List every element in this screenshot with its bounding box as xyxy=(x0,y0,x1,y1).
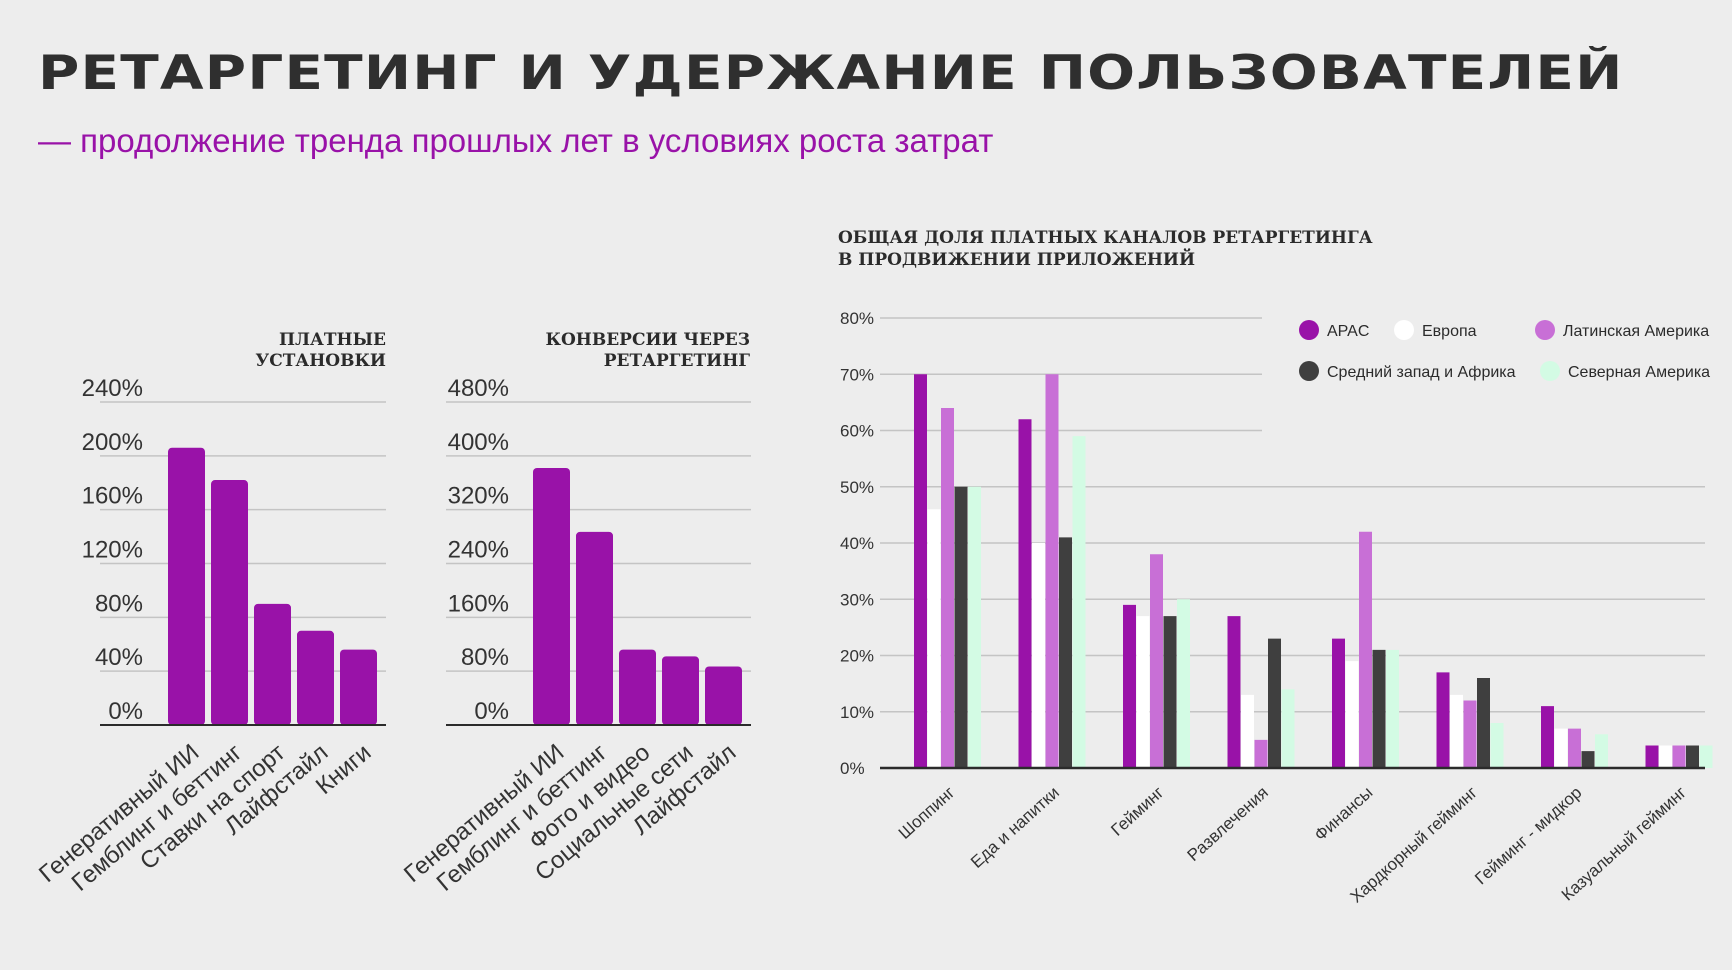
retargeting-conversions-y-tick-label: 320% xyxy=(448,483,509,510)
paid-installs-y-tick-label: 40% xyxy=(95,644,143,671)
legend-marker xyxy=(1535,320,1555,340)
paid-installs-y-tick-label: 80% xyxy=(95,590,143,617)
paid-retargeting-bar xyxy=(1227,616,1241,768)
retargeting-conversions-bar xyxy=(705,666,742,725)
legend-label: Латинская Америка xyxy=(1563,323,1709,340)
paid-retargeting-y-tick-label: 0% xyxy=(840,759,865,778)
page-subtitle: — продолжение тренда прошлых лет в услов… xyxy=(38,122,994,159)
legend-label: Северная Америка xyxy=(1568,364,1710,381)
paid-retargeting-bar xyxy=(1177,599,1190,768)
legend-marker xyxy=(1299,320,1319,340)
paid-retargeting-y-tick-label: 30% xyxy=(840,590,874,609)
retargeting-conversions-bar xyxy=(619,649,656,725)
paid-retargeting-category-label: Шоппинг xyxy=(895,783,959,843)
paid-retargeting-bar xyxy=(1490,723,1504,768)
paid-installs-y-tick-label: 240% xyxy=(82,375,143,402)
retargeting-conversions-y-tick-label: 480% xyxy=(448,375,509,402)
paid-retargeting-bar xyxy=(968,486,981,768)
paid-retargeting-bar xyxy=(1268,638,1281,768)
paid-retargeting-bar xyxy=(1150,554,1163,768)
paid-retargeting-bar xyxy=(1581,751,1595,768)
legend-label: Европа xyxy=(1422,323,1477,340)
paid-retargeting-y-tick-label: 50% xyxy=(840,478,874,497)
paid-retargeting-bar xyxy=(1463,700,1477,768)
paid-installs-y-tick-label: 0% xyxy=(108,698,143,725)
paid-retargeting-bar xyxy=(1672,745,1686,768)
paid-retargeting-bar xyxy=(1554,728,1568,768)
paid-retargeting-bar xyxy=(1072,436,1086,768)
paid-retargeting-bar xyxy=(1281,689,1295,768)
paid-installs-bar xyxy=(297,630,334,725)
paid-installs-y-tick-label: 120% xyxy=(82,537,143,564)
paid-retargeting-title-line: В ПРОДВИЖЕНИИ ПРИЛОЖЕНИЙ xyxy=(838,248,1195,270)
paid-retargeting-bar xyxy=(1595,734,1608,768)
paid-retargeting-bar xyxy=(1359,531,1372,768)
retargeting-conversions-y-tick-label: 240% xyxy=(448,537,509,564)
retargeting-conversions-y-tick-label: 80% xyxy=(461,644,509,671)
retargeting-conversions-bar xyxy=(576,531,613,725)
paid-installs-y-tick-label: 160% xyxy=(82,483,143,510)
paid-retargeting-bar xyxy=(1645,745,1659,768)
paid-retargeting-bar xyxy=(1345,661,1359,768)
retargeting-conversions-title-line: КОНВЕРСИИ ЧЕРЕЗ xyxy=(546,330,751,350)
paid-retargeting-bar xyxy=(1123,604,1136,768)
paid-retargeting-bar xyxy=(1541,706,1554,768)
paid-retargeting-y-tick-label: 40% xyxy=(840,534,874,553)
retargeting-conversions-bar xyxy=(662,656,699,725)
paid-installs-bar xyxy=(211,480,248,725)
paid-retargeting-bar xyxy=(1436,672,1450,768)
paid-retargeting-bar xyxy=(1372,649,1386,768)
paid-retargeting-y-tick-label: 10% xyxy=(840,703,874,722)
legend-marker xyxy=(1540,361,1560,381)
paid-retargeting-category-label: Гейминг - мидкор xyxy=(1471,783,1585,888)
legend-label: Средний запад и Африка xyxy=(1327,364,1516,381)
paid-retargeting-y-tick-label: 60% xyxy=(840,422,874,441)
legend-marker xyxy=(1299,361,1319,381)
paid-retargeting-bar xyxy=(1659,745,1672,768)
paid-retargeting-category-label: Развлечения xyxy=(1184,783,1272,865)
paid-retargeting-bar xyxy=(927,509,941,768)
retargeting-conversions-y-tick-label: 0% xyxy=(474,698,509,725)
paid-retargeting-category-label: Финансы xyxy=(1311,783,1377,845)
paid-retargeting-title-line: ОБЩАЯ ДОЛЯ ПЛАТНЫХ КАНАЛОВ РЕТАРГЕТИНГА xyxy=(838,228,1373,248)
retargeting-conversions-y-tick-label: 400% xyxy=(448,429,509,456)
paid-retargeting-bar xyxy=(1254,739,1268,768)
paid-retargeting-y-tick-label: 20% xyxy=(840,647,874,666)
paid-retargeting-y-tick-label: 70% xyxy=(840,365,874,384)
page-title: РЕТАРГЕТИНГ И УДЕРЖАНИЕ ПОЛЬЗОВАТЕЛЕЙ xyxy=(38,46,1624,101)
paid-retargeting-bar xyxy=(1018,419,1032,768)
paid-installs-y-tick-label: 200% xyxy=(82,429,143,456)
paid-installs-bar xyxy=(168,447,205,725)
paid-installs-bar xyxy=(340,649,377,725)
paid-retargeting-bar xyxy=(1450,694,1463,768)
paid-retargeting-bar xyxy=(1477,678,1490,768)
paid-retargeting-bar xyxy=(1241,694,1254,768)
retargeting-conversions-bar xyxy=(533,467,570,725)
paid-retargeting-bar xyxy=(1163,616,1177,768)
paid-installs-bar xyxy=(254,603,291,725)
paid-installs-title-line: УСТАНОВКИ xyxy=(255,351,386,371)
paid-retargeting-bar xyxy=(1032,543,1045,768)
retargeting-conversions-title-line: РЕТАРГЕТИНГ xyxy=(604,351,750,371)
paid-retargeting-y-tick-label: 80% xyxy=(840,309,874,328)
paid-retargeting-category-label: Гейминг xyxy=(1107,783,1167,840)
paid-retargeting-bar xyxy=(1059,537,1072,768)
paid-retargeting-bar xyxy=(1568,728,1581,768)
paid-retargeting-bar xyxy=(954,486,968,768)
retargeting-conversions-y-tick-label: 160% xyxy=(448,590,509,617)
paid-retargeting-bar xyxy=(1332,638,1345,768)
paid-retargeting-bar xyxy=(1699,745,1713,768)
legend-label: APAC xyxy=(1327,323,1369,340)
paid-retargeting-bar xyxy=(941,408,954,768)
paid-retargeting-bar xyxy=(1686,745,1699,768)
paid-retargeting-category-label: Еда и напитки xyxy=(967,783,1063,872)
paid-retargeting-bar xyxy=(1386,649,1399,768)
paid-retargeting-bar xyxy=(1136,616,1150,768)
paid-installs-title-line: ПЛАТНЫЕ xyxy=(279,330,386,350)
legend-marker xyxy=(1394,320,1414,340)
paid-retargeting-bar xyxy=(914,374,927,768)
paid-retargeting-bar xyxy=(1045,374,1059,768)
